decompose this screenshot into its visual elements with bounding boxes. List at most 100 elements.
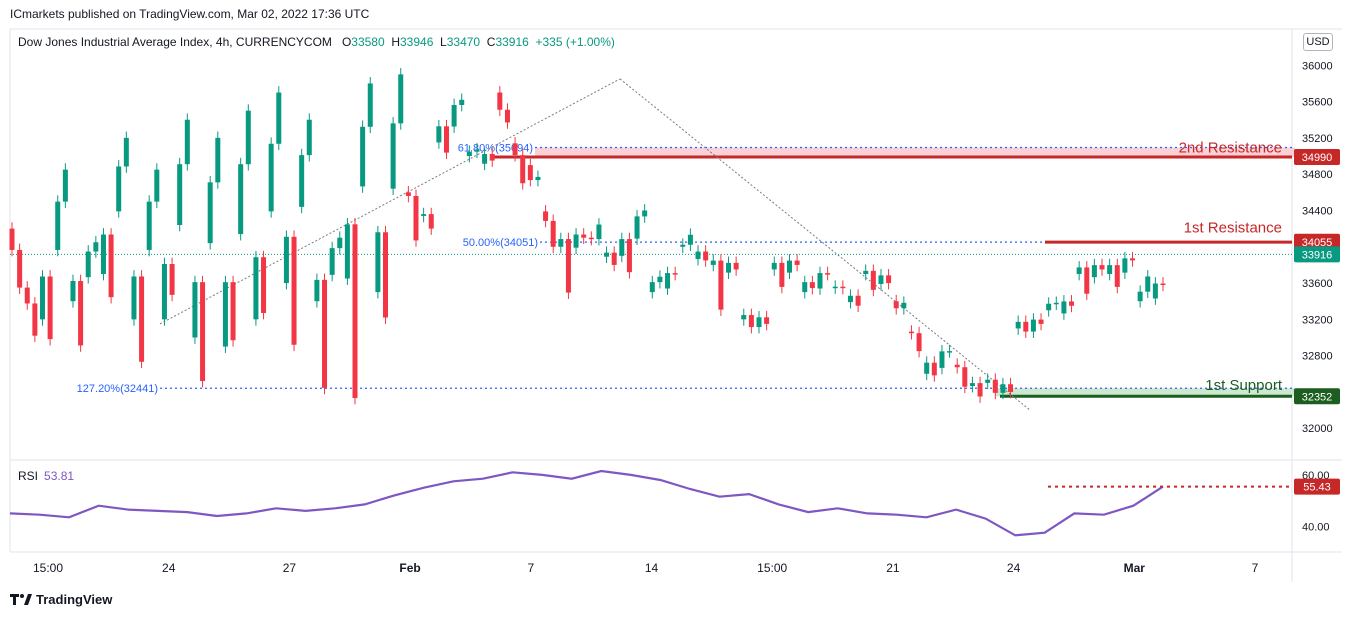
time-tick-label: 7 xyxy=(527,561,534,575)
candle-body xyxy=(123,137,129,167)
candle-body xyxy=(405,192,411,196)
candle-body xyxy=(1023,321,1029,332)
candle-body xyxy=(276,92,282,144)
candle-body xyxy=(85,251,91,278)
candle-body xyxy=(596,224,602,240)
candle-body xyxy=(184,119,190,165)
tradingview-logo-text: TradingView xyxy=(36,592,113,607)
candle-body xyxy=(977,383,983,397)
candle-body xyxy=(649,282,655,293)
candle-body xyxy=(1130,258,1136,261)
candle-body xyxy=(604,252,610,257)
candle-body xyxy=(718,260,724,310)
candle-body xyxy=(504,109,510,123)
candle-body xyxy=(954,364,960,368)
candle-body xyxy=(474,149,480,152)
price-axis-badge-label: 32352 xyxy=(1302,391,1333,403)
currency-button[interactable]: USD xyxy=(1303,33,1333,51)
candle-body xyxy=(17,249,23,288)
candle-body xyxy=(969,383,975,387)
candle-body xyxy=(626,239,632,273)
candle-body xyxy=(931,362,937,376)
candle-body xyxy=(657,276,663,283)
candle-body xyxy=(1046,303,1052,311)
close-label: C xyxy=(486,35,496,49)
candle-body xyxy=(459,99,465,105)
candle-body xyxy=(741,315,747,320)
price-tick-label: 32000 xyxy=(1302,423,1333,435)
candle-body xyxy=(9,228,15,250)
price-axis-badge-label: 34990 xyxy=(1302,152,1333,164)
time-tick-label: 14 xyxy=(645,561,659,575)
candle-body xyxy=(878,275,884,284)
candle-body xyxy=(291,236,297,345)
rsi-tick-label: 40.00 xyxy=(1302,521,1330,533)
candle-body xyxy=(108,234,114,298)
time-tick-label: 24 xyxy=(162,561,176,575)
candle-body xyxy=(1145,276,1151,292)
candle-body xyxy=(215,137,221,183)
candle-body xyxy=(1084,267,1090,294)
candle-body xyxy=(764,317,770,324)
time-tick-label: 7 xyxy=(1252,561,1259,575)
candle-body xyxy=(131,276,137,320)
candle-body xyxy=(642,210,648,217)
open-label: O xyxy=(341,35,352,49)
candle-body xyxy=(177,164,183,225)
candle-body xyxy=(1152,283,1158,299)
candle-body xyxy=(367,83,373,127)
candle-body xyxy=(192,282,198,338)
candle-body xyxy=(55,201,61,250)
level-annotation: 2nd Resistance xyxy=(1179,139,1282,156)
candle-body xyxy=(726,262,732,273)
candle-body xyxy=(329,248,335,275)
price-tick-label: 33600 xyxy=(1302,278,1333,290)
candle-body xyxy=(1030,319,1036,332)
level-annotation: 1st Support xyxy=(1205,377,1283,394)
candle-body xyxy=(916,333,922,352)
fib-trend-line xyxy=(619,78,1031,411)
time-tick-label: Mar xyxy=(1124,561,1146,575)
candle-body xyxy=(230,282,236,341)
price-axis-badge xyxy=(1294,388,1340,405)
candle-body xyxy=(169,264,175,295)
candle-body xyxy=(962,367,968,387)
candle-body xyxy=(756,317,762,328)
level-annotation: 1st Resistance xyxy=(1184,220,1282,237)
price-axis-badge xyxy=(1294,233,1340,250)
candle-body xyxy=(665,273,671,289)
candle-body xyxy=(573,234,579,248)
candle-body xyxy=(1015,321,1021,329)
candle-body xyxy=(847,295,853,303)
fib-level-label: 50.00%(34051) xyxy=(463,237,538,249)
candle-body xyxy=(78,281,84,346)
candle-body xyxy=(992,379,998,393)
candle-body xyxy=(809,282,815,289)
candle-body xyxy=(565,239,571,293)
candle-body xyxy=(322,279,328,388)
open-value: 33580 xyxy=(351,35,385,49)
candle-body xyxy=(924,362,930,374)
candle-body xyxy=(314,279,320,302)
candle-body xyxy=(222,282,228,347)
candle-body xyxy=(413,195,419,241)
resistance-zone xyxy=(535,147,1295,157)
price-tick-label: 34400 xyxy=(1302,205,1333,217)
time-tick-label: 24 xyxy=(1007,561,1021,575)
candle-body xyxy=(443,126,449,153)
candle-body xyxy=(1160,283,1166,286)
candle-body xyxy=(306,119,312,156)
candle-body xyxy=(451,104,457,127)
candle-body xyxy=(840,286,846,289)
price-axis-badge xyxy=(1294,246,1340,263)
candle-body xyxy=(634,216,640,239)
candle-body xyxy=(398,74,404,124)
tradingview-logo[interactable]: TradingView xyxy=(10,592,112,607)
rsi-value: 53.81 xyxy=(44,469,75,483)
candle-body xyxy=(261,257,267,314)
candle-body xyxy=(245,110,251,165)
candle-body xyxy=(695,251,701,260)
candle-body xyxy=(421,214,427,216)
candle-body xyxy=(62,169,68,202)
